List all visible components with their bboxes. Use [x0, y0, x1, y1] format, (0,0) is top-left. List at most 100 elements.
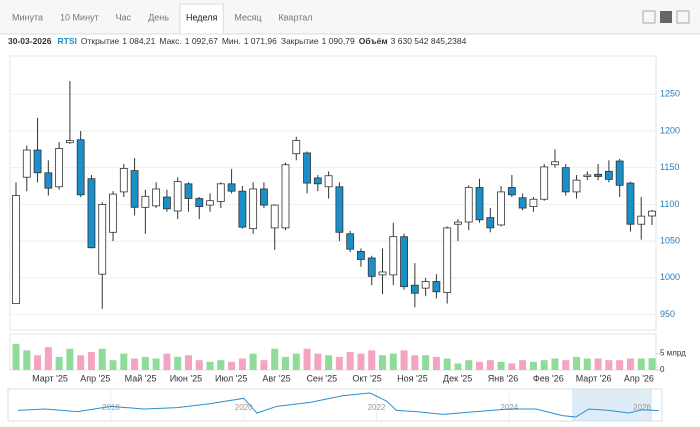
volume-bar: [529, 361, 537, 370]
volume-bar: [346, 352, 354, 370]
candle-body: [119, 167, 128, 193]
volume-bar: [540, 360, 548, 370]
candle-icon[interactable]: [660, 11, 672, 23]
candle-body: [378, 271, 387, 276]
x-tick-label: Ноя '25: [397, 373, 428, 383]
x-tick-label: Дек '25: [443, 373, 472, 383]
navigator-line: [17, 392, 659, 418]
y-tick-label: 1000: [660, 272, 680, 282]
x-tick-label: Янв '26: [488, 373, 518, 383]
tab[interactable]: Месяц: [234, 12, 261, 22]
candle-body: [518, 197, 527, 209]
volume-bar: [77, 355, 85, 370]
bar-icon[interactable]: [676, 10, 690, 24]
volume-bar: [616, 360, 624, 370]
line-icon[interactable]: [642, 10, 656, 24]
candle-body: [604, 170, 613, 180]
x-tick-label: Май '25: [125, 373, 157, 383]
candle-body: [432, 281, 441, 293]
candle-body: [184, 183, 193, 199]
candle-body: [33, 149, 42, 174]
volume-bar: [314, 353, 322, 370]
candle-body: [22, 149, 31, 178]
volume-bar: [389, 353, 397, 370]
candle-body: [173, 181, 182, 212]
date: 30-03-2026: [8, 36, 52, 46]
x-tick-label: Июл '25: [215, 373, 248, 383]
candle-body: [497, 191, 505, 226]
field-label: Объём: [359, 36, 388, 46]
field-value: 1 092,67: [185, 36, 218, 46]
header: 30-03-2026 RTSI Открытие 1 084,21 Макс. 1 092…: [8, 36, 467, 46]
volume-bar: [476, 361, 484, 370]
volume-bar: [44, 347, 52, 370]
volume-bar: [206, 361, 214, 370]
y-tick-label: 950: [660, 309, 675, 319]
candle-body: [540, 166, 549, 200]
volume-bar: [34, 355, 42, 370]
candle-body: [421, 281, 430, 289]
candle-body: [486, 217, 495, 229]
volume-bar: [400, 350, 408, 370]
candle-body: [281, 164, 290, 229]
volume-bar: [648, 358, 656, 370]
candle-body: [249, 188, 258, 230]
tab[interactable]: Неделя: [186, 12, 218, 22]
x-tick-label: Июн '25: [170, 373, 202, 383]
candle-body: [141, 195, 150, 208]
tab[interactable]: Час: [116, 12, 132, 22]
tab-active: [179, 3, 224, 35]
candle-body: [357, 250, 365, 260]
volume-bar: [486, 360, 494, 370]
volume-bar: [109, 360, 117, 370]
candle-body: [130, 170, 139, 208]
volume-bar: [152, 358, 160, 370]
candle-body: [206, 200, 214, 206]
candle-body: [648, 210, 656, 217]
x-tick-label: Авг '25: [262, 373, 290, 383]
y-tick-label: 1200: [660, 125, 680, 135]
candle-body: [335, 186, 344, 233]
volume-bar: [12, 343, 20, 370]
candle-body: [163, 196, 171, 210]
y-tick-label: 1150: [660, 162, 679, 172]
volume-bar: [551, 358, 559, 370]
volume-bar: [271, 348, 279, 370]
tab[interactable]: Минута: [12, 12, 43, 22]
volume-bar: [594, 358, 602, 370]
tab[interactable]: Квартал: [278, 12, 312, 22]
volume-bar: [195, 360, 203, 370]
volume-bar: [98, 348, 106, 370]
volume-bar: [335, 356, 343, 370]
x-tick-label: Сен '25: [306, 373, 337, 383]
candle-body: [615, 160, 624, 186]
candle-body: [400, 236, 408, 288]
tab[interactable]: 10 Минут: [60, 12, 99, 22]
navigator-label: 2020: [235, 403, 253, 412]
price-panel: [9, 55, 657, 331]
volume-bar: [163, 353, 171, 370]
volume-bar: [174, 356, 182, 370]
candle-body: [410, 284, 419, 294]
field-value: 3 630 542 845,2384: [391, 36, 467, 46]
volume-bar: [605, 360, 613, 370]
navigator-window[interactable]: [572, 389, 652, 421]
volume-bar: [238, 358, 246, 370]
candle-body: [238, 190, 247, 228]
navigator: [7, 388, 663, 422]
volume-bar: [519, 360, 527, 370]
candle-body: [529, 198, 538, 207]
volume-bar: [432, 356, 440, 370]
volume-bar: [411, 355, 419, 370]
candle-body: [561, 167, 570, 193]
volume-panel: [9, 333, 657, 371]
volume-bar: [422, 355, 430, 370]
x-tick-label: Фев '26: [533, 373, 564, 383]
tab[interactable]: День: [148, 12, 169, 22]
candle-body: [313, 177, 322, 185]
volume-bar: [357, 353, 365, 370]
candle-body: [475, 187, 484, 221]
volume-bar: [443, 358, 451, 370]
